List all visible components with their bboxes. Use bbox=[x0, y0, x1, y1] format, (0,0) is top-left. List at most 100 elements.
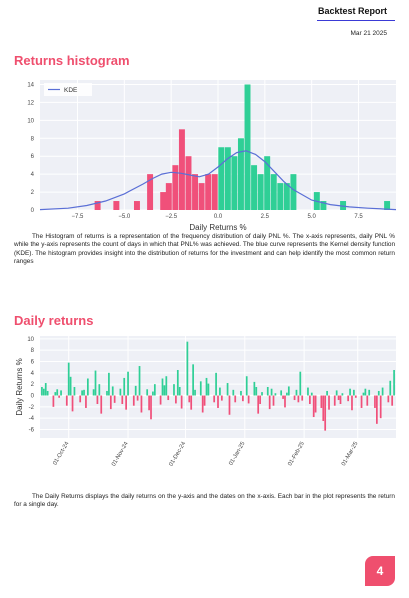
daily-return-bar bbox=[299, 371, 302, 396]
daily-return-bar bbox=[132, 395, 135, 406]
histogram-bar bbox=[165, 183, 172, 210]
x-tick-label: 01-Feb-25 bbox=[287, 441, 306, 467]
daily-return-bar bbox=[309, 395, 311, 404]
daily-return-bar bbox=[322, 395, 325, 421]
daily-return-bar bbox=[282, 395, 284, 399]
daily-return-bar bbox=[354, 395, 357, 398]
daily-return-bar bbox=[328, 395, 330, 410]
daily-return-bar bbox=[186, 341, 189, 396]
daily-return-bar bbox=[100, 395, 103, 414]
daily-return-bar bbox=[215, 372, 217, 396]
daily-return-bar bbox=[153, 384, 156, 396]
histogram-bar bbox=[251, 165, 258, 210]
y-axis-title: Daily Returns % bbox=[15, 358, 24, 415]
daily-return-bar bbox=[326, 390, 328, 396]
daily-return-bar bbox=[60, 390, 62, 396]
y-tick-label: 10 bbox=[27, 118, 34, 124]
daily-return-bar bbox=[261, 392, 263, 396]
daily-return-bar bbox=[71, 395, 74, 412]
daily-return-bar bbox=[234, 395, 237, 403]
daily-return-bar bbox=[67, 362, 70, 396]
x-tick-label: 7.5 bbox=[354, 214, 363, 220]
daily-return-bar bbox=[199, 381, 202, 396]
x-tick-label: −2.5 bbox=[165, 214, 178, 220]
histogram-caption: The Histogram of returns is a representa… bbox=[14, 233, 395, 265]
histogram-bar bbox=[224, 147, 231, 210]
daily-return-bar bbox=[108, 372, 110, 396]
daily-return-bar bbox=[188, 395, 191, 403]
daily-return-bar bbox=[297, 395, 300, 403]
daily-return-bar bbox=[127, 371, 129, 396]
daily-return-bar bbox=[65, 395, 68, 406]
x-tick-label: 2.5 bbox=[261, 214, 270, 220]
daily-return-bar bbox=[146, 389, 149, 396]
daily-return-bar bbox=[286, 392, 288, 396]
daily-return-bar bbox=[119, 388, 122, 396]
daily-return-bar bbox=[86, 378, 89, 396]
daily-return-bar bbox=[192, 364, 194, 396]
daily-caption: The Daily Returns displays the daily ret… bbox=[14, 493, 395, 509]
daily-return-bar bbox=[134, 385, 137, 396]
histogram-bar bbox=[384, 201, 391, 210]
y-tick-label: 6 bbox=[31, 154, 35, 160]
daily-return-bar bbox=[136, 395, 139, 401]
y-tick-label: 8 bbox=[31, 348, 35, 354]
daily-return-bar bbox=[163, 385, 166, 396]
histogram-bar bbox=[133, 201, 140, 210]
daily-return-bar bbox=[310, 392, 313, 396]
histogram-bar bbox=[205, 174, 212, 210]
y-tick-label: 10 bbox=[27, 337, 34, 343]
daily-return-bar bbox=[138, 366, 141, 396]
daily-return-bar bbox=[387, 395, 390, 403]
daily-return-bar bbox=[178, 387, 181, 396]
y-tick-label: 4 bbox=[31, 371, 35, 377]
daily-return-bar bbox=[324, 395, 327, 431]
daily-return-bar bbox=[123, 377, 126, 396]
daily-return-bar bbox=[381, 387, 384, 396]
x-tick-label: −7.5 bbox=[72, 214, 85, 220]
histogram-bar bbox=[198, 183, 205, 210]
y-tick-label: 8 bbox=[31, 136, 35, 142]
daily-return-bar bbox=[284, 395, 286, 408]
daily-return-bar bbox=[175, 395, 177, 404]
daily-return-bar bbox=[375, 395, 378, 424]
daily-returns-chart: -6 -4 -2 0 2 4 6 8 10 01-Oct-24 01-Nov-24 01-Dec-24… bbox=[15, 336, 396, 467]
daily-section-title: Daily returns bbox=[14, 313, 94, 328]
daily-return-bar bbox=[73, 387, 76, 396]
histogram-bar bbox=[178, 129, 185, 210]
x-tick-label: 01-Mar-25 bbox=[341, 441, 360, 467]
histogram-bar bbox=[340, 201, 347, 210]
daily-return-bar bbox=[173, 384, 175, 396]
daily-return-bar bbox=[201, 395, 204, 413]
daily-return-bar bbox=[165, 376, 168, 396]
daily-return-bar bbox=[85, 395, 87, 408]
histogram-bar bbox=[192, 174, 199, 210]
daily-return-bar bbox=[161, 378, 164, 396]
daily-return-bar bbox=[232, 389, 235, 396]
x-tick-label: 01-Nov-24 bbox=[111, 440, 130, 467]
daily-return-bar bbox=[245, 376, 248, 396]
daily-return-bar bbox=[194, 389, 196, 396]
histogram-bar bbox=[147, 174, 154, 210]
daily-return-bar bbox=[83, 389, 85, 396]
daily-return-bar bbox=[374, 395, 376, 408]
histogram-bar bbox=[264, 156, 271, 210]
histogram-bar bbox=[160, 192, 167, 210]
y-tick-label: 2 bbox=[31, 382, 35, 388]
histogram-section-title: Returns histogram bbox=[14, 53, 130, 68]
daily-return-bar bbox=[111, 386, 114, 396]
daily-return-bar bbox=[207, 383, 210, 396]
daily-return-bar bbox=[335, 390, 338, 396]
daily-return-bar bbox=[203, 395, 206, 406]
y-tick-label: 4 bbox=[31, 172, 35, 178]
y-tick-label: 6 bbox=[31, 360, 35, 366]
daily-return-bar bbox=[46, 390, 49, 396]
daily-return-bar bbox=[140, 395, 143, 413]
header-rule bbox=[317, 20, 395, 21]
daily-return-bar bbox=[98, 384, 101, 396]
daily-return-bar bbox=[379, 395, 382, 419]
daily-return-bar bbox=[266, 387, 269, 396]
daily-return-bar bbox=[347, 395, 350, 402]
daily-return-bar bbox=[360, 395, 363, 408]
legend-kde-label: KDE bbox=[64, 87, 78, 94]
